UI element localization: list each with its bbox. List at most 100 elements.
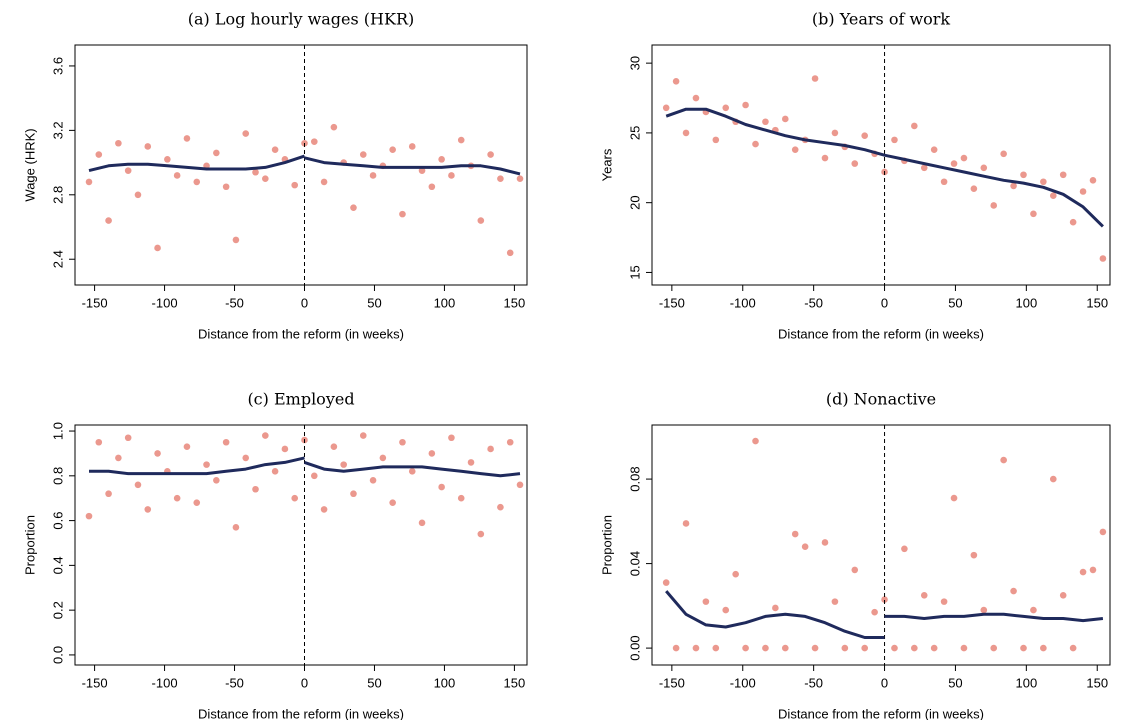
panel-title: (d) Nonactive [826, 390, 936, 409]
point [408, 468, 416, 475]
point [762, 644, 769, 652]
y-tick-label: 0.08 [627, 466, 642, 491]
point [320, 506, 328, 513]
point [105, 217, 112, 224]
fit-line [665, 590, 1104, 639]
point [232, 236, 240, 244]
point [85, 178, 93, 186]
point [124, 434, 132, 442]
point [516, 481, 524, 489]
point [1049, 475, 1057, 483]
point [242, 454, 250, 462]
y-tick-label: 0.0 [50, 646, 65, 664]
y-axis-label: Years [599, 148, 614, 181]
point [1059, 591, 1067, 599]
point [124, 167, 132, 174]
point [791, 530, 799, 538]
point [438, 483, 445, 491]
point [213, 476, 220, 484]
x-tick-label: 100 [1015, 295, 1037, 310]
point [722, 606, 730, 614]
point [920, 164, 928, 172]
point [1020, 644, 1027, 652]
x-tick-label: 0 [881, 675, 888, 690]
point [662, 579, 670, 586]
point [871, 608, 878, 616]
x-tick-label: -150 [659, 675, 685, 690]
point [851, 566, 859, 574]
point [960, 154, 968, 162]
point [164, 156, 171, 163]
y-tick-label: 3.6 [50, 57, 65, 75]
point [203, 461, 210, 468]
y-tick-label: 30 [627, 56, 642, 70]
point [861, 132, 868, 139]
point [105, 490, 112, 498]
x-tick-label: -150 [659, 295, 685, 310]
x-tick-label: 0 [301, 295, 308, 310]
y-axis-label: Proportion [599, 515, 614, 575]
point [222, 183, 230, 191]
point [252, 168, 259, 176]
point [692, 644, 700, 652]
y-tick-label: 0.8 [50, 467, 65, 485]
y-tick-label: 20 [627, 195, 642, 209]
point [662, 104, 670, 112]
point [144, 506, 152, 513]
point [851, 160, 859, 167]
point [516, 175, 524, 182]
point [831, 129, 839, 137]
point [1069, 644, 1077, 652]
x-tick-label: 150 [1086, 675, 1108, 690]
point [271, 146, 279, 153]
point [901, 545, 908, 553]
point [1020, 171, 1027, 179]
point [213, 149, 220, 157]
plot-box [651, 424, 1111, 666]
point [990, 202, 998, 209]
point [359, 151, 367, 158]
point [742, 644, 749, 652]
plot-box [74, 424, 528, 666]
point [980, 164, 988, 172]
x-tick-label: 150 [504, 675, 526, 690]
point [692, 94, 700, 102]
point [672, 644, 680, 652]
point [1069, 218, 1077, 226]
point [506, 438, 514, 446]
point [350, 204, 357, 211]
x-tick-label: 50 [367, 675, 381, 690]
panel-title: (c) Employed [247, 390, 354, 409]
point [359, 432, 367, 439]
point [791, 146, 799, 153]
y-tick-label: 0.04 [627, 551, 642, 576]
fit-line [89, 456, 521, 478]
point [911, 644, 918, 652]
point [183, 443, 191, 451]
fit-line [665, 107, 1104, 228]
x-tick-label: -100 [152, 295, 178, 310]
point [940, 178, 948, 186]
point [762, 118, 769, 126]
point [781, 115, 789, 123]
point [399, 210, 406, 218]
point [682, 520, 690, 527]
point [448, 434, 455, 442]
point [940, 598, 948, 605]
point [1030, 210, 1037, 218]
x-tick-label: -50 [225, 675, 244, 690]
point [970, 551, 978, 559]
point [144, 143, 152, 150]
point [477, 530, 485, 538]
point [222, 438, 230, 446]
point [487, 151, 494, 158]
point [930, 146, 938, 153]
plot-box [74, 44, 528, 286]
point [980, 606, 988, 614]
point [262, 175, 269, 182]
point [990, 644, 998, 652]
point [154, 244, 161, 252]
point [702, 598, 710, 605]
point [752, 437, 759, 445]
point [467, 459, 475, 466]
